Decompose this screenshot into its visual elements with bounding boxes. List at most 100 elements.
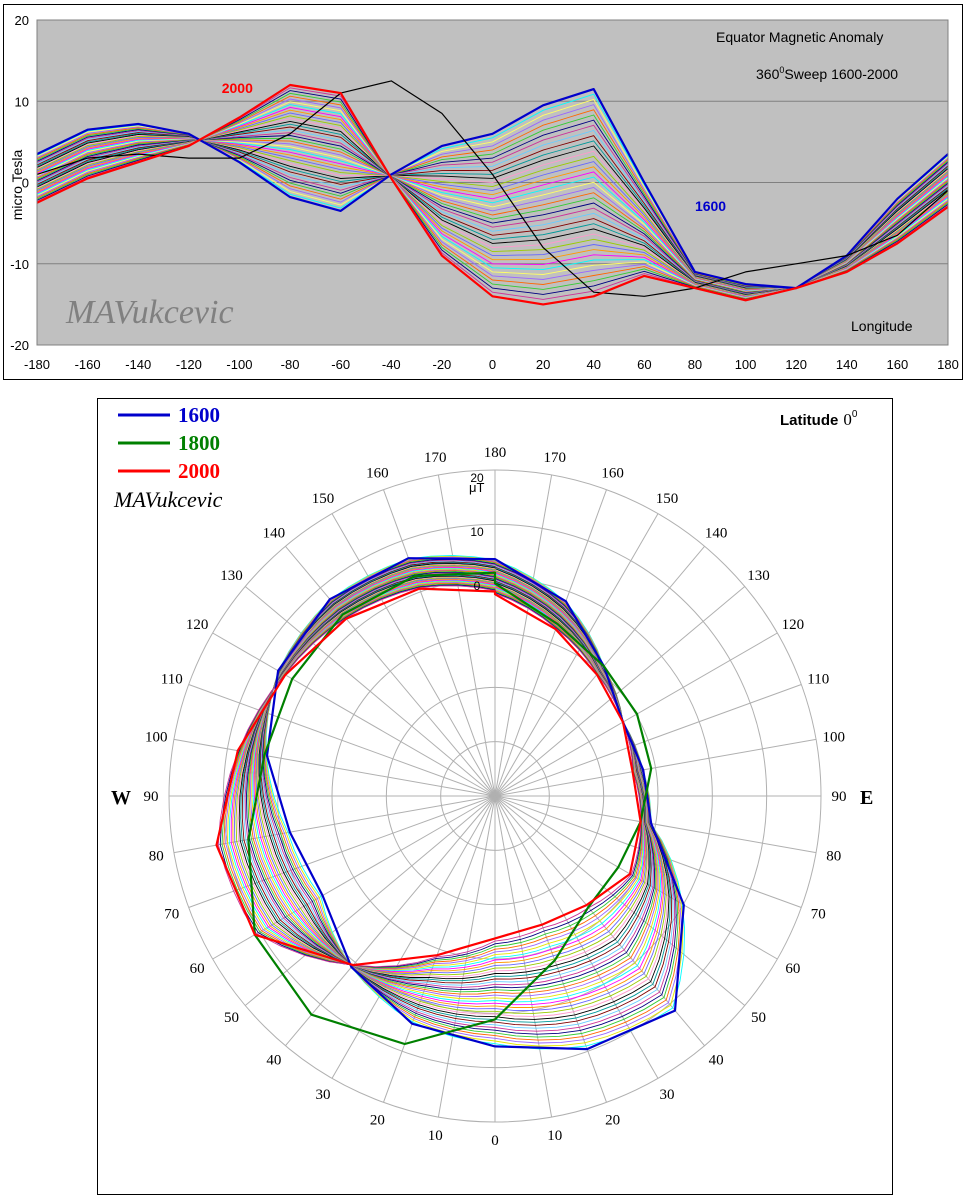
polar-spoke: [331, 795, 496, 1079]
polar-spoke: [494, 795, 607, 1103]
polar-title-text: Latitude: [780, 412, 838, 429]
polar-spoke: [494, 474, 553, 797]
x-tick-labels: -180 -160 -140 -120 -100 -80 -60 -40 -20 0 20 40 60 8…: [24, 357, 959, 372]
polar-spoke: [494, 795, 778, 960]
polar-chart: 1020304050607080901001101201301401501601…: [111, 403, 873, 1149]
x-tick-label: 100: [735, 357, 757, 372]
radial-labels: 20 10 0: [470, 471, 484, 593]
polar-spoke: [188, 795, 496, 908]
angle-label: 40: [266, 1053, 281, 1069]
angle-label: 90: [144, 789, 159, 805]
x-tick-label: -40: [382, 357, 401, 372]
angle-label: 110: [161, 671, 183, 687]
x-tick-label: -120: [176, 357, 202, 372]
polar-spoke: [494, 586, 746, 797]
x-tick-label: 40: [586, 357, 600, 372]
angle-label: 170: [543, 450, 566, 466]
polar-spoke: [494, 738, 817, 797]
x-tick-label: 60: [637, 357, 651, 372]
legend-label: 1800: [178, 431, 220, 455]
y-tick-label: 20: [15, 13, 29, 28]
y-tick-label: 10: [15, 94, 29, 109]
x-tick-label: 160: [887, 357, 909, 372]
polar-spoke: [285, 545, 496, 797]
x-tick-label: -180: [24, 357, 50, 372]
y-tick-label: -20: [10, 338, 29, 353]
angle-label: 140: [263, 525, 286, 541]
annotations: 2000 1600: [222, 80, 727, 214]
west-label: W: [111, 787, 131, 809]
angle-label: 100: [823, 729, 846, 745]
polar-spoke: [285, 795, 496, 1047]
polar-series-2000: [215, 587, 642, 967]
x-tick-label: -80: [281, 357, 300, 372]
x-tick-label: 180: [937, 357, 959, 372]
radial-label: 0: [474, 579, 481, 593]
series-2000: [36, 83, 949, 306]
angle-label: 0: [491, 1133, 499, 1149]
line-chart: -180 -160 -140 -120 -100 -80 -60 -40 -20 0 20 40 60 8…: [9, 13, 959, 372]
legend: 1600 1800 2000: [118, 403, 220, 483]
polar-title-sup: 0: [852, 409, 858, 420]
angle-label: 10: [428, 1128, 443, 1144]
polar-spoke: [494, 513, 659, 797]
y-axis-label: micro Tesla: [9, 150, 25, 221]
y-tick-label: 0: [22, 176, 29, 191]
polar-spoke: [494, 489, 607, 797]
y-tick-labels: 20 10 0 -10 -20: [10, 13, 29, 353]
polar-chart-panel: 10 20 30 40 50 60 70 80 90 100 110 120 130 140 150 160 1…: [97, 398, 893, 1195]
polar-main-series: [215, 557, 685, 1051]
angle-label: 40: [709, 1053, 724, 1069]
x-tick-label: 80: [688, 357, 702, 372]
radial-label: 20: [470, 471, 484, 485]
x-tick-label: -20: [432, 357, 451, 372]
angle-label: 160: [601, 466, 624, 482]
series-1800: [36, 80, 949, 297]
angle-label: 180: [484, 445, 507, 461]
polar-sweep-curves: [217, 555, 686, 1050]
angle-label: 170: [424, 450, 447, 466]
angle-label: 150: [312, 491, 335, 507]
angle-label: 80: [149, 849, 164, 865]
x-tick-label: 20: [536, 357, 550, 372]
polar-spoke: [173, 738, 496, 797]
angle-label: 50: [224, 1010, 239, 1026]
polar-spoke: [383, 795, 496, 1103]
angle-labels: 1020304050607080901001101201301401501601…: [144, 445, 847, 1149]
angle-label: 130: [220, 568, 243, 584]
angle-label: 70: [811, 907, 826, 923]
polar-grid: [168, 469, 822, 1123]
angle-label: 30: [316, 1087, 331, 1103]
polar-spoke: [494, 795, 553, 1118]
angle-label: 50: [751, 1010, 766, 1026]
angle-label: 20: [370, 1112, 385, 1128]
y-tick-label: -10: [10, 257, 29, 272]
x-tick-label: -100: [226, 357, 252, 372]
subtitle-prefix: 360: [756, 66, 780, 82]
angle-label: 110: [807, 671, 829, 687]
polar-spoke: [212, 632, 496, 797]
polar-spoke: [244, 795, 496, 1006]
angle-label: 160: [366, 466, 389, 482]
angle-label: 10: [547, 1128, 562, 1144]
polar-series-1800: [247, 571, 653, 1046]
polar-spoke: [494, 684, 802, 797]
legend-label: 1600: [178, 403, 220, 427]
polar-spoke: [494, 795, 746, 1006]
unit-label: μT: [469, 480, 484, 495]
angle-label: 150: [656, 491, 679, 507]
x-tick-label: -60: [331, 357, 350, 372]
angle-label: 130: [747, 568, 770, 584]
x-tick-label: -140: [125, 357, 151, 372]
polar-title-zero: 0: [843, 410, 852, 429]
angle-label: 140: [705, 525, 728, 541]
legend-label: 2000: [178, 459, 220, 483]
angle-label: 80: [826, 849, 841, 865]
polar-spoke: [331, 513, 496, 797]
polar-spoke: [244, 586, 496, 797]
x-tick-label: -160: [75, 357, 101, 372]
polar-spoke: [188, 684, 496, 797]
polar-spoke: [437, 474, 496, 797]
annotation-1600: 1600: [695, 198, 726, 214]
angle-label: 30: [660, 1087, 675, 1103]
